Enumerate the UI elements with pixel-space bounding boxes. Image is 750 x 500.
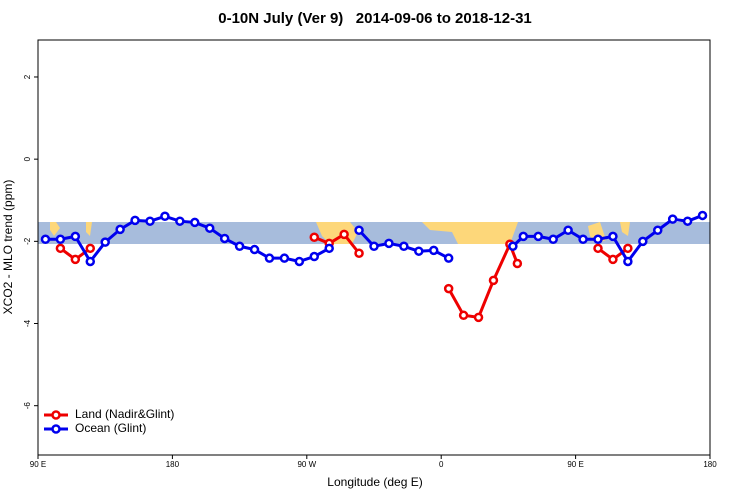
y-tick-label: 0 bbox=[23, 156, 32, 161]
series-line bbox=[59, 232, 629, 319]
point bbox=[623, 256, 633, 267]
point bbox=[593, 234, 603, 245]
point bbox=[428, 245, 439, 256]
point bbox=[384, 238, 394, 249]
point bbox=[667, 214, 678, 224]
point bbox=[608, 231, 618, 242]
plot-frame bbox=[37, 39, 711, 456]
point bbox=[548, 234, 558, 245]
point bbox=[115, 224, 125, 235]
point bbox=[623, 243, 633, 254]
point bbox=[175, 216, 185, 226]
point bbox=[70, 254, 81, 265]
legend: Land (Nadir&Glint)Ocean (Glint) bbox=[44, 407, 174, 435]
y-tick-label: -4 bbox=[23, 319, 32, 327]
point bbox=[443, 283, 454, 294]
point bbox=[512, 258, 523, 269]
legend-label: Land (Nadir&Glint) bbox=[75, 407, 174, 421]
y-axis-label: XCO2 - MLO trend (ppm) bbox=[1, 180, 15, 315]
point bbox=[204, 223, 215, 233]
point bbox=[399, 241, 409, 252]
point bbox=[638, 236, 648, 247]
y-tick-label: -6 bbox=[23, 402, 32, 410]
point bbox=[234, 241, 245, 252]
x-axis-label: Longitude (deg E) bbox=[327, 475, 422, 489]
point bbox=[55, 234, 66, 245]
legend-label: Ocean (Glint) bbox=[75, 421, 146, 435]
land-ocean-band bbox=[38, 222, 710, 244]
point bbox=[100, 237, 110, 247]
land-patch bbox=[620, 222, 630, 236]
point bbox=[40, 234, 51, 245]
legend-marker bbox=[51, 424, 61, 434]
y-tick-label: 2 bbox=[23, 74, 32, 79]
point bbox=[488, 275, 499, 286]
point bbox=[324, 243, 334, 254]
land-patch bbox=[50, 222, 60, 236]
point bbox=[70, 231, 81, 242]
point bbox=[508, 241, 518, 252]
point bbox=[593, 243, 603, 254]
point bbox=[85, 256, 96, 267]
x-tick-label: 90 E bbox=[30, 460, 46, 469]
point bbox=[533, 231, 544, 242]
point bbox=[339, 229, 349, 240]
legend-marker bbox=[51, 410, 61, 420]
point bbox=[369, 241, 379, 252]
point bbox=[697, 210, 708, 221]
point bbox=[608, 254, 618, 265]
y-tick-label: -2 bbox=[23, 237, 32, 245]
point bbox=[219, 233, 230, 244]
point bbox=[443, 253, 454, 263]
x-tick-label: 90 E bbox=[567, 460, 583, 469]
x-tick-label: 0 bbox=[439, 460, 444, 469]
point bbox=[309, 251, 320, 262]
point bbox=[264, 253, 275, 263]
point bbox=[249, 244, 260, 255]
point bbox=[130, 215, 140, 226]
point bbox=[682, 216, 693, 226]
point bbox=[652, 225, 663, 235]
point bbox=[414, 246, 424, 256]
point bbox=[309, 232, 320, 242]
x-tick-label: 90 W bbox=[297, 460, 316, 469]
ocean-band bbox=[38, 222, 710, 244]
point bbox=[354, 225, 364, 235]
point bbox=[279, 253, 290, 263]
land-patch bbox=[422, 222, 518, 244]
x-tick-label: 180 bbox=[166, 460, 180, 469]
point bbox=[85, 243, 96, 254]
x-tick-label: 180 bbox=[703, 460, 717, 469]
point bbox=[55, 243, 66, 254]
point bbox=[458, 310, 469, 321]
point bbox=[145, 216, 155, 226]
point bbox=[518, 231, 529, 242]
point bbox=[294, 256, 305, 267]
point bbox=[473, 312, 484, 323]
point bbox=[354, 248, 364, 259]
chart-title: 0-10N July (Ver 9) 2014-09-06 to 2018-12… bbox=[218, 10, 532, 27]
point bbox=[160, 211, 170, 222]
point bbox=[578, 234, 588, 245]
point bbox=[563, 225, 573, 235]
point bbox=[190, 217, 200, 228]
land-patch bbox=[86, 222, 92, 236]
